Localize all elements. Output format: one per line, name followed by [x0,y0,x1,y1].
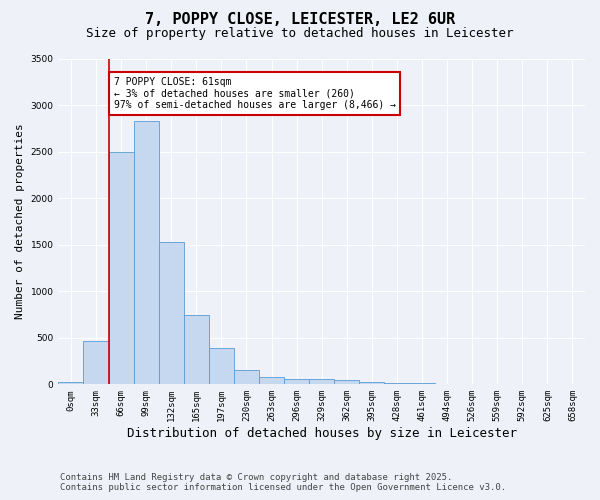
Y-axis label: Number of detached properties: Number of detached properties [15,124,25,320]
Text: Size of property relative to detached houses in Leicester: Size of property relative to detached ho… [86,28,514,40]
Bar [385,383,409,384]
Bar [209,348,234,385]
Bar [83,340,109,384]
Bar [284,378,309,384]
Bar [259,377,284,384]
Bar [359,382,385,384]
Bar [334,380,359,384]
Text: Contains HM Land Registry data © Crown copyright and database right 2025.
Contai: Contains HM Land Registry data © Crown c… [60,473,506,492]
Bar [109,152,134,384]
Bar [234,370,259,384]
X-axis label: Distribution of detached houses by size in Leicester: Distribution of detached houses by size … [127,427,517,440]
Bar [184,314,209,384]
Bar [159,242,184,384]
Bar [134,121,159,384]
Bar [309,379,334,384]
Text: 7, POPPY CLOSE, LEICESTER, LE2 6UR: 7, POPPY CLOSE, LEICESTER, LE2 6UR [145,12,455,28]
Text: 7 POPPY CLOSE: 61sqm
← 3% of detached houses are smaller (260)
97% of semi-detac: 7 POPPY CLOSE: 61sqm ← 3% of detached ho… [113,77,395,110]
Bar [58,382,83,384]
